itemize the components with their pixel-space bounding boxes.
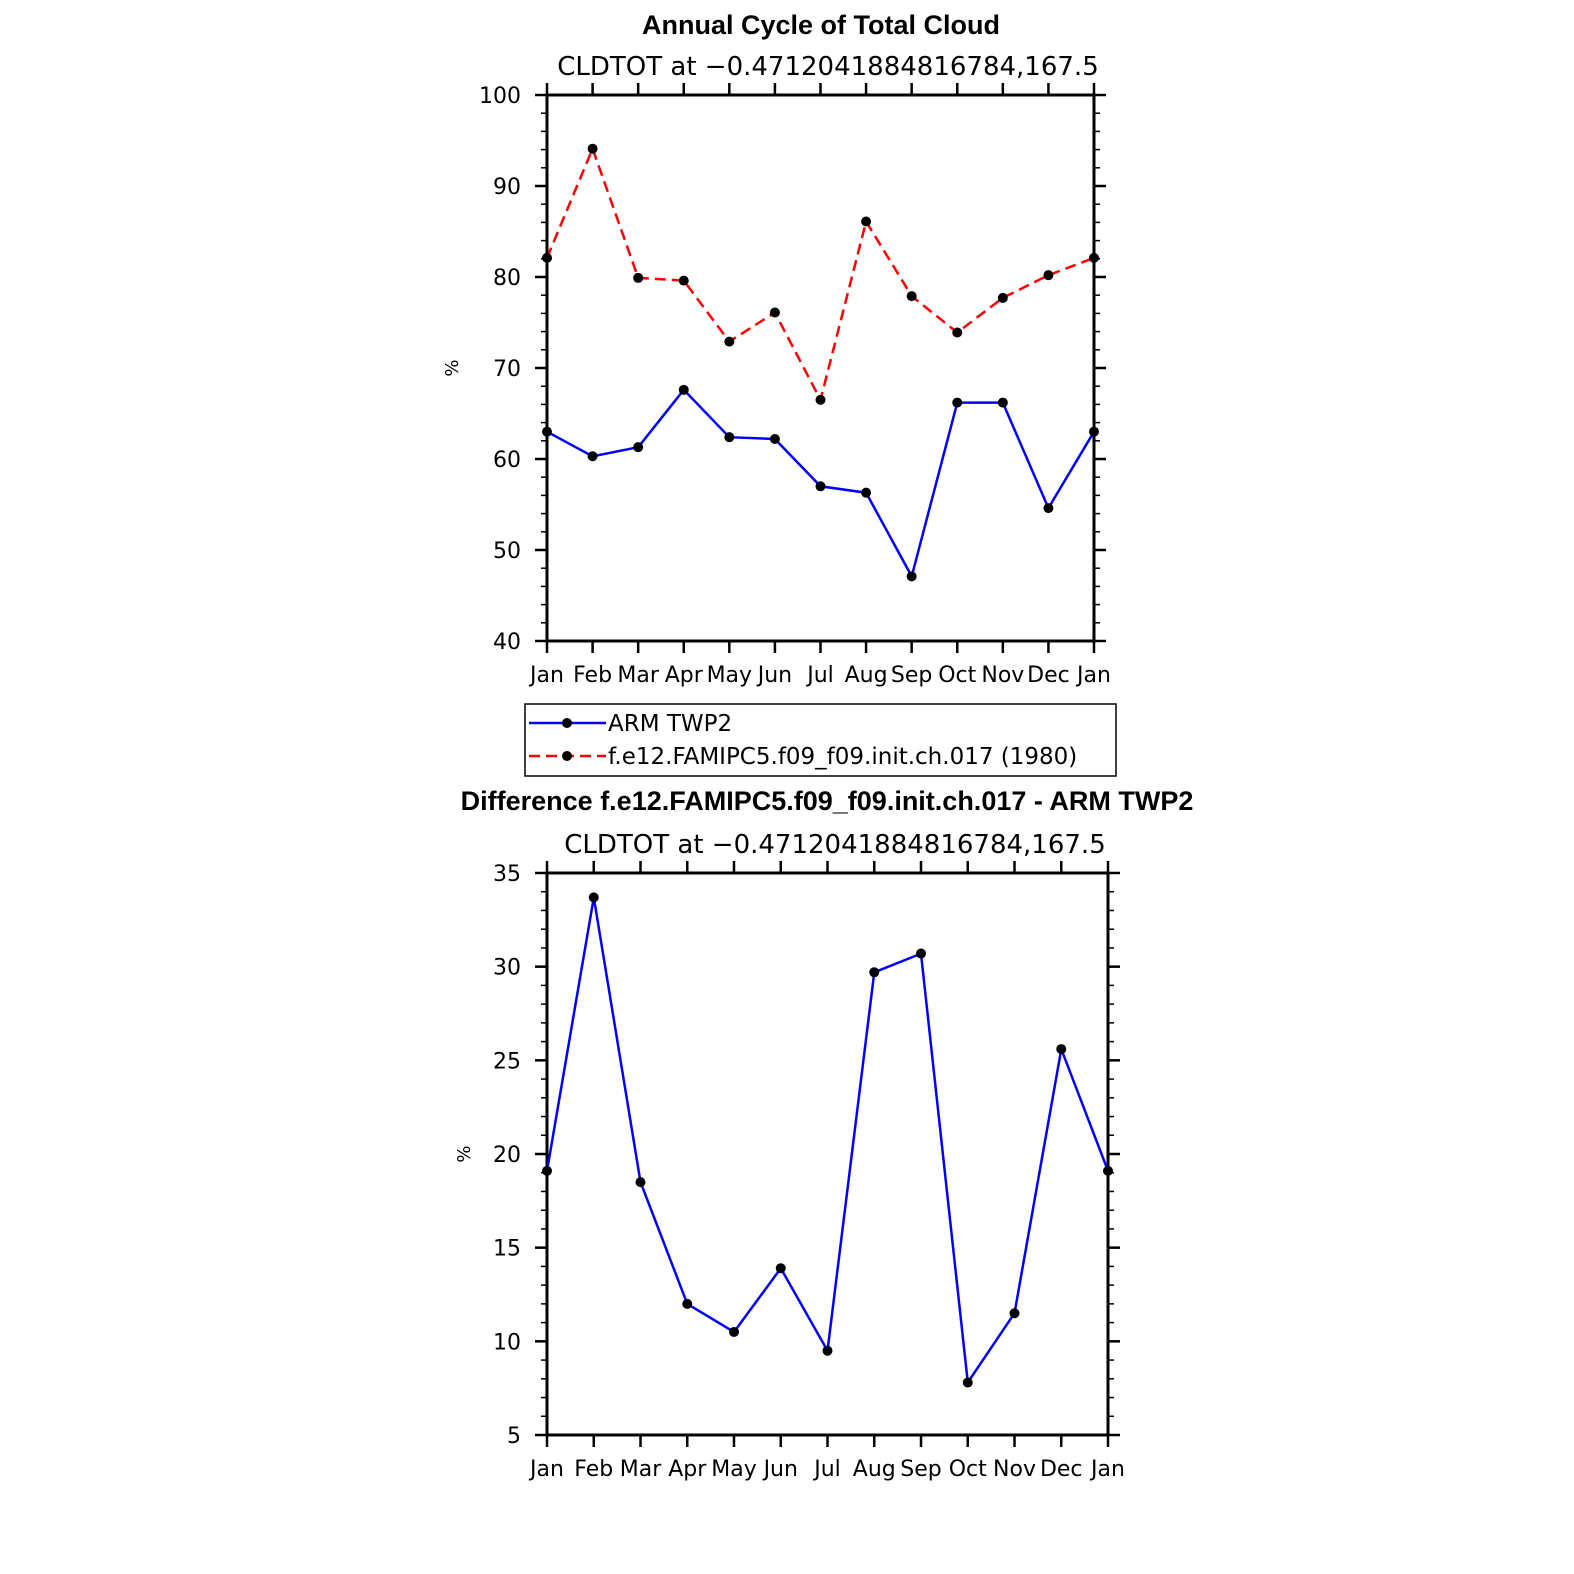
data-point xyxy=(861,487,872,498)
data-point xyxy=(869,967,880,978)
x-tick-label: Aug xyxy=(845,663,888,688)
legend-box xyxy=(524,703,1117,777)
data-point xyxy=(682,1298,693,1309)
series-line-0 xyxy=(545,897,1110,1387)
legend-item-arm-twp2: ARM TWP2 xyxy=(529,711,732,737)
y-tick-label: 15 xyxy=(493,1237,521,1262)
data-point xyxy=(678,384,689,395)
data-point xyxy=(822,1345,833,1356)
y-tick-label: 30 xyxy=(493,956,521,981)
annual-cycle-chart: Annual Cycle of Total Cloud CLDTOT at −0… xyxy=(442,10,1111,688)
data-point xyxy=(587,451,598,462)
data-point xyxy=(997,397,1008,408)
difference-chart: Difference f.e12.FAMIPC5.f09_f09.init.ch… xyxy=(454,786,1193,1482)
x-tick-label: Jun xyxy=(762,1457,798,1482)
data-point xyxy=(542,426,552,437)
y-tick-label: 20 xyxy=(493,1143,521,1168)
x-tick-label: Oct xyxy=(949,1457,987,1482)
chart-title: Difference f.e12.FAMIPC5.f09_f09.init.ch… xyxy=(461,786,1194,816)
data-point xyxy=(542,1165,552,1176)
data-point xyxy=(906,571,917,582)
series-line-1 xyxy=(545,145,1095,404)
y-tick-label: 100 xyxy=(479,84,521,109)
data-point xyxy=(952,327,963,338)
legend-label-arm-twp2: ARM TWP2 xyxy=(608,711,732,737)
data-point xyxy=(724,336,735,347)
y-tick-label: 25 xyxy=(493,1049,521,1074)
x-tick-label: Feb xyxy=(573,663,612,688)
y-tick-label: 35 xyxy=(493,862,521,887)
data-point xyxy=(962,1377,973,1388)
data-point xyxy=(542,252,552,263)
x-tick-label: Dec xyxy=(1027,663,1070,688)
data-point xyxy=(633,272,644,283)
data-point xyxy=(1103,1165,1113,1176)
x-tick-label: Apr xyxy=(665,663,704,688)
chart-subtitle: CLDTOT at −0.4712041884816784,167.5 xyxy=(564,830,1106,860)
x-tick-label: Nov xyxy=(981,663,1024,688)
x-tick-label: Aug xyxy=(853,1457,896,1482)
data-point xyxy=(635,1177,646,1188)
legend: ARM TWP2 f.e12.FAMIPC5.f09_f09.init.ch.0… xyxy=(524,703,1117,777)
x-tick-label: Jan xyxy=(528,663,564,688)
x-tick-label: Jan xyxy=(528,1457,564,1482)
data-point xyxy=(1009,1308,1020,1319)
legend-label-model: f.e12.FAMIPC5.f09_f09.init.ch.017 (1980) xyxy=(608,744,1077,770)
x-tick-label: Oct xyxy=(938,663,976,688)
x-tick-label: Apr xyxy=(668,1457,707,1482)
y-tick-label: 60 xyxy=(493,448,521,473)
legend-item-model: f.e12.FAMIPC5.f09_f09.init.ch.017 (1980) xyxy=(529,744,1077,770)
x-tick-label: Mar xyxy=(617,663,659,688)
data-point xyxy=(861,216,872,227)
plot-frame xyxy=(545,93,1096,643)
x-tick-label: Sep xyxy=(891,663,932,688)
y-tick-label: 5 xyxy=(507,1424,521,1449)
x-tick-label: Jan xyxy=(1075,663,1111,688)
data-point xyxy=(815,481,826,492)
data-point xyxy=(1089,426,1099,437)
data-point xyxy=(587,143,598,154)
y-tick-label: 80 xyxy=(493,266,521,291)
data-point xyxy=(997,292,1008,303)
data-point xyxy=(916,948,926,959)
y-tick-label: 10 xyxy=(493,1330,521,1355)
data-point xyxy=(906,291,917,302)
data-point xyxy=(678,275,689,286)
x-tick-label: Jan xyxy=(1089,1457,1125,1482)
y-axis-label: % xyxy=(442,359,463,376)
x-tick-label: Sep xyxy=(900,1457,941,1482)
data-point xyxy=(1089,252,1099,263)
data-point xyxy=(952,397,963,408)
data-point xyxy=(815,394,826,405)
data-point xyxy=(1056,1044,1067,1055)
data-point xyxy=(775,1263,786,1274)
data-point xyxy=(724,432,735,443)
x-tick-label: Dec xyxy=(1040,1457,1083,1482)
y-tick-label: 70 xyxy=(493,357,521,382)
data-point xyxy=(769,433,780,444)
y-tick-label: 90 xyxy=(493,175,521,200)
legend-marker-arm-twp2 xyxy=(562,718,572,728)
x-tick-label: Jul xyxy=(812,1457,841,1482)
x-tick-label: May xyxy=(711,1457,756,1482)
y-tick-label: 50 xyxy=(493,539,521,564)
data-point xyxy=(1043,270,1054,281)
x-tick-label: Jun xyxy=(756,663,792,688)
x-tick-label: Jul xyxy=(805,663,834,688)
y-tick-label: 40 xyxy=(493,630,521,655)
data-point xyxy=(769,307,780,318)
x-tick-label: Feb xyxy=(574,1457,613,1482)
y-axis-label: % xyxy=(454,1145,475,1162)
data-point xyxy=(1043,503,1054,514)
chart-title: Annual Cycle of Total Cloud xyxy=(642,10,1000,40)
x-tick-label: Mar xyxy=(620,1457,662,1482)
legend-marker-model xyxy=(562,751,572,761)
chart-subtitle: CLDTOT at −0.4712041884816784,167.5 xyxy=(557,52,1099,82)
x-tick-label: Nov xyxy=(993,1457,1036,1482)
data-point xyxy=(633,442,644,453)
x-tick-label: May xyxy=(707,663,752,688)
data-point xyxy=(729,1326,739,1337)
data-point xyxy=(588,892,599,903)
